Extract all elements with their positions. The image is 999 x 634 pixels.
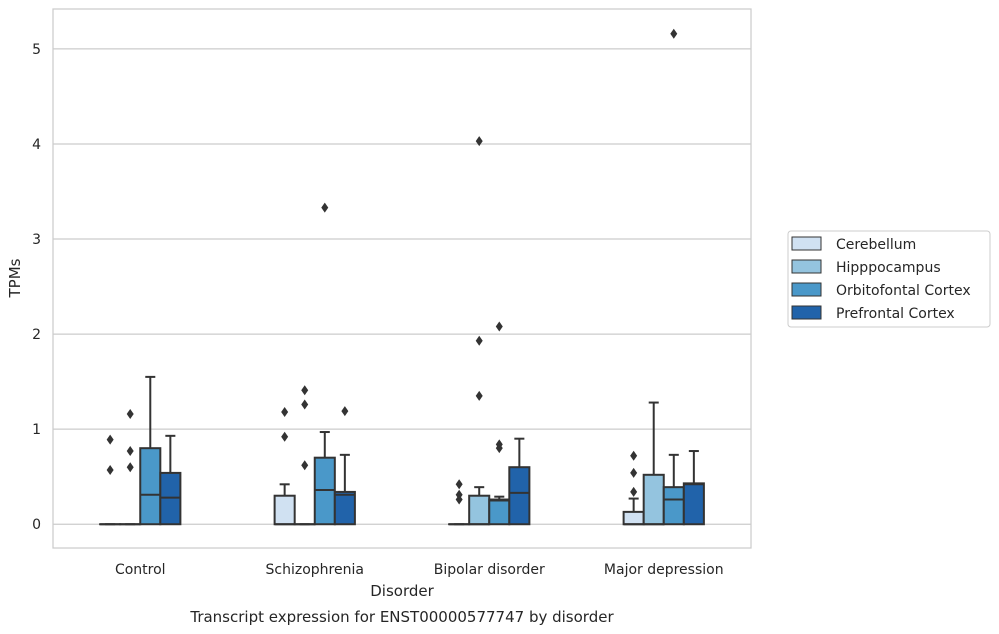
box (139, 447, 162, 526)
outlier-point (301, 399, 309, 410)
y-tick-label: 5 (32, 42, 41, 58)
plot-frame (52, 8, 752, 549)
outlier-point (341, 406, 349, 417)
legend-label: Cerebellum (836, 237, 916, 253)
box (508, 466, 531, 526)
x-tick-label: Major depression (604, 562, 724, 578)
legend-label: Prefrontal Cortex (836, 306, 955, 322)
x-axis-ticks: Control Schizophrenia Bipolar disorder Majo… (115, 562, 724, 578)
outlier-point (126, 408, 134, 419)
y-axis-label: TPMs (6, 258, 24, 298)
outlier-point (281, 407, 289, 418)
legend-swatch (791, 236, 822, 251)
box (488, 498, 511, 526)
outlier-point (126, 446, 134, 457)
legend: Cerebellum Hipppocampus Orbitofontal Corte… (787, 230, 991, 328)
legend-label: Hipppocampus (836, 260, 941, 276)
legend-frame (787, 230, 991, 328)
box (622, 510, 645, 526)
outlier-point (475, 390, 483, 401)
legend-swatch (791, 259, 822, 274)
box (273, 494, 296, 526)
outlier-point (630, 450, 638, 461)
y-axis-ticks: 0 1 2 3 4 5 (32, 42, 41, 533)
outlier-point (301, 460, 309, 471)
y-tick-label: 1 (32, 422, 41, 438)
box (662, 486, 685, 526)
outlier-point (321, 202, 329, 213)
box (333, 490, 356, 526)
box (468, 494, 491, 526)
x-tick-label: Schizophrenia (266, 562, 364, 578)
box (642, 473, 665, 526)
outlier-point (455, 479, 463, 490)
y-tick-label: 4 (32, 137, 41, 153)
outlier-point (301, 385, 309, 396)
outlier-point (495, 439, 503, 450)
legend-swatch (791, 305, 822, 320)
legend-swatch (791, 282, 822, 297)
outlier-point (455, 489, 463, 500)
outlier-point (495, 321, 503, 332)
box-plots (99, 28, 705, 526)
outlier-point (475, 335, 483, 346)
outlier-point (475, 136, 483, 147)
outlier-point (670, 28, 678, 39)
x-axis-label: Disorder (370, 582, 434, 600)
chart-caption: Transcript expression for ENST0000057774… (189, 608, 614, 626)
outlier-point (106, 465, 114, 476)
outlier-point (281, 431, 289, 442)
box (682, 482, 705, 526)
x-tick-label: Control (115, 562, 166, 578)
outlier-point (630, 486, 638, 497)
y-tick-label: 3 (32, 232, 41, 248)
y-tick-label: 0 (32, 517, 41, 533)
y-tick-label: 2 (32, 327, 41, 343)
outlier-point (126, 462, 134, 473)
legend-label: Orbitofontal Cortex (836, 283, 971, 299)
outlier-point (106, 434, 114, 445)
outlier-point (630, 467, 638, 478)
x-tick-label: Bipolar disorder (434, 562, 545, 578)
